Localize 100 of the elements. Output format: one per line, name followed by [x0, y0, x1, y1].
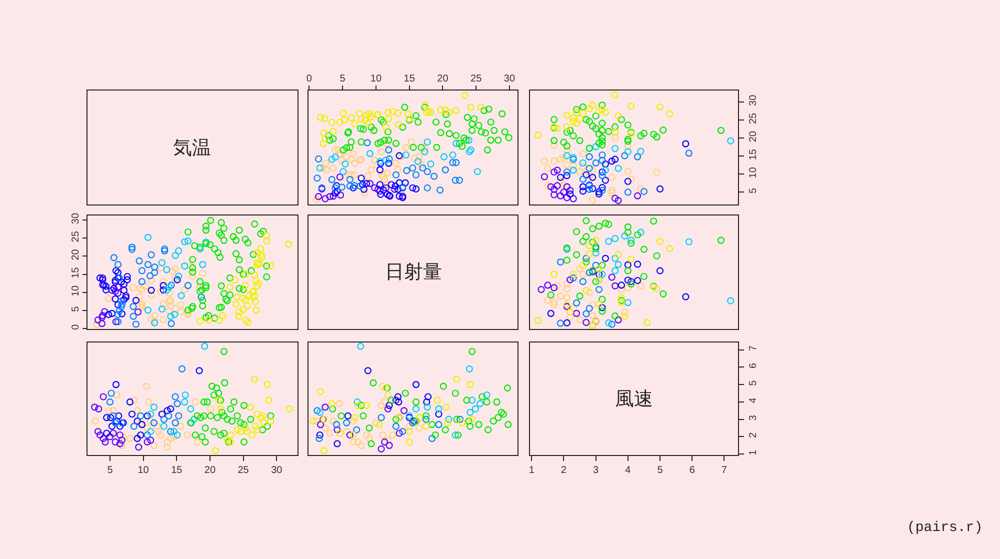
point — [402, 390, 409, 397]
point — [484, 426, 492, 434]
x-tick-label: 20 — [204, 465, 216, 476]
point — [351, 171, 358, 178]
point — [244, 302, 251, 310]
point — [570, 274, 577, 282]
point — [350, 150, 357, 158]
point — [544, 282, 552, 289]
point — [371, 156, 378, 164]
point — [202, 314, 210, 321]
point — [560, 188, 568, 196]
point — [572, 228, 580, 236]
point — [353, 426, 360, 434]
point — [320, 114, 328, 122]
point — [144, 261, 152, 268]
point — [163, 286, 170, 294]
point — [624, 267, 632, 274]
point — [717, 126, 725, 134]
point — [589, 196, 596, 204]
point — [257, 230, 264, 238]
point — [612, 123, 619, 130]
point — [487, 118, 494, 126]
point — [371, 184, 378, 192]
point — [354, 398, 361, 406]
point — [461, 92, 468, 99]
point — [380, 118, 387, 126]
point — [254, 282, 261, 290]
point — [175, 247, 182, 254]
point — [254, 249, 261, 256]
text: 日射量 — [385, 261, 442, 283]
x-tick-label: 20 — [437, 74, 449, 85]
point — [172, 304, 179, 312]
point — [240, 402, 248, 409]
point — [563, 161, 570, 168]
point — [465, 418, 472, 425]
point — [103, 414, 110, 422]
point — [395, 121, 402, 128]
point — [158, 306, 166, 313]
point — [563, 285, 570, 292]
point — [363, 431, 370, 439]
point — [198, 294, 205, 301]
point — [392, 182, 399, 190]
point — [628, 236, 635, 244]
point — [412, 112, 420, 120]
point — [424, 404, 431, 411]
point — [598, 141, 606, 148]
point — [342, 160, 349, 168]
point — [595, 286, 603, 294]
point — [392, 422, 400, 430]
point — [563, 183, 570, 190]
point — [592, 159, 600, 166]
point — [196, 278, 204, 286]
y-tick-label: 10 — [748, 166, 759, 178]
point — [612, 128, 619, 136]
point — [612, 267, 619, 274]
point — [194, 438, 201, 446]
point — [612, 234, 619, 242]
point — [192, 431, 199, 439]
point — [128, 410, 136, 418]
point — [637, 185, 644, 192]
point — [563, 128, 570, 136]
point — [350, 418, 357, 425]
point — [614, 196, 622, 204]
point — [404, 110, 412, 118]
point — [160, 416, 168, 423]
point — [423, 398, 430, 406]
point — [445, 416, 452, 423]
point — [144, 412, 151, 420]
point — [377, 190, 384, 198]
point — [477, 104, 484, 111]
point — [650, 130, 658, 138]
point — [618, 294, 626, 302]
point — [340, 146, 347, 154]
point — [207, 405, 214, 412]
point — [382, 124, 390, 131]
point — [257, 245, 264, 253]
point — [640, 246, 648, 253]
point — [343, 153, 350, 160]
point — [628, 256, 635, 263]
point — [595, 190, 603, 198]
point — [259, 412, 266, 420]
point — [112, 438, 119, 446]
point — [624, 148, 632, 156]
point — [256, 260, 263, 268]
point — [105, 295, 112, 302]
text: 風速 — [615, 388, 653, 410]
point — [202, 282, 210, 290]
point — [94, 316, 102, 324]
point — [570, 195, 577, 202]
y-tick-label: 20 — [70, 248, 82, 260]
point — [422, 416, 430, 423]
point — [345, 171, 352, 178]
point — [358, 402, 365, 409]
point — [570, 114, 577, 122]
point — [582, 310, 590, 318]
point — [178, 308, 185, 316]
point — [368, 124, 375, 131]
point — [114, 310, 122, 318]
point — [391, 186, 398, 193]
point — [189, 268, 196, 276]
